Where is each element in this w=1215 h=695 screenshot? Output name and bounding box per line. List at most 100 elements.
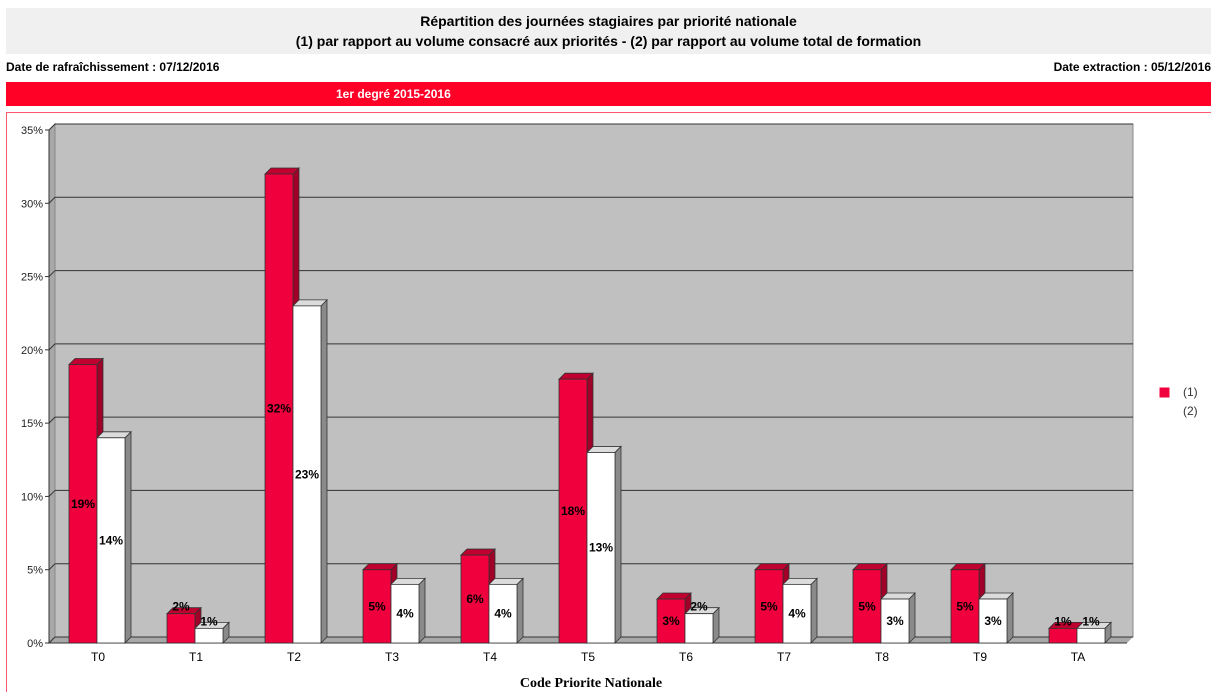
bar-front xyxy=(194,627,224,644)
bar xyxy=(390,577,426,644)
y-tick-label: 20% xyxy=(21,345,43,357)
bar xyxy=(488,577,524,644)
bar xyxy=(684,606,720,644)
bar-side xyxy=(516,577,524,644)
bar-front xyxy=(950,569,980,644)
section-bar: 1er degré 2015-2016 xyxy=(6,82,1211,106)
bar-top xyxy=(586,446,622,453)
bar-front xyxy=(292,305,322,644)
x-tick-label: T5 xyxy=(581,650,595,664)
gridline-diagonal xyxy=(48,343,56,351)
bar-top xyxy=(754,563,790,571)
date-row: Date de rafraîchissement : 07/12/2016 Da… xyxy=(6,60,1211,78)
gridline-diagonal xyxy=(48,196,56,204)
bar-top xyxy=(264,167,300,175)
bar-top xyxy=(950,563,986,571)
bar-top xyxy=(978,592,1014,600)
extraction-date: Date extraction : 05/12/2016 xyxy=(1053,60,1211,74)
data-label: 4% xyxy=(396,607,414,621)
bar xyxy=(782,577,818,644)
gridline-diagonal xyxy=(48,563,56,571)
bar-front xyxy=(852,569,882,644)
x-tick-label: T9 xyxy=(973,650,987,664)
bar-front xyxy=(488,583,518,644)
data-label: 5% xyxy=(760,599,778,613)
bar-top xyxy=(558,372,594,380)
bar-top xyxy=(880,592,916,600)
y-tick-label: 10% xyxy=(21,491,43,503)
legend-label: (2) xyxy=(1183,404,1198,418)
x-tick-label: T6 xyxy=(679,650,693,664)
bar xyxy=(880,592,916,644)
bar-top xyxy=(362,563,398,571)
data-label: 18% xyxy=(561,504,585,518)
data-label: 5% xyxy=(858,599,876,613)
bar-top xyxy=(390,577,426,585)
x-tick-label: T0 xyxy=(91,650,105,664)
data-label: 4% xyxy=(788,607,806,621)
bar-front xyxy=(68,364,98,644)
data-label: 3% xyxy=(984,614,1002,628)
gridline-diagonal xyxy=(48,636,56,644)
x-tick-label: T7 xyxy=(777,650,791,664)
data-label: 3% xyxy=(886,614,904,628)
legend-label: (1) xyxy=(1183,385,1198,399)
bar-top xyxy=(782,577,818,585)
bar-top xyxy=(656,592,692,600)
bar xyxy=(558,372,594,644)
data-label: 14% xyxy=(99,533,123,547)
bar-top xyxy=(852,563,888,571)
bar-front xyxy=(558,378,588,644)
bar-top xyxy=(68,358,104,365)
legend-swatch xyxy=(1159,406,1170,417)
x-tick-label: TA xyxy=(1071,650,1085,664)
chart-subtitle: (1) par rapport au volume consacré aux p… xyxy=(295,33,922,49)
y-tick-label: 35% xyxy=(21,125,43,137)
y-tick-label: 5% xyxy=(27,565,43,577)
data-label: 19% xyxy=(71,497,95,511)
bar-top xyxy=(96,431,132,439)
y-tick-label: 15% xyxy=(21,418,43,430)
refresh-date: Date de rafraîchissement : 07/12/2016 xyxy=(6,60,220,74)
data-label: 4% xyxy=(494,607,512,621)
gridline-diagonal xyxy=(48,490,56,497)
x-tick-label: T2 xyxy=(287,650,301,664)
bar-top xyxy=(488,577,524,585)
bar-front xyxy=(586,452,616,644)
data-label: 1% xyxy=(200,614,218,628)
bar-front xyxy=(782,583,812,644)
bar-front xyxy=(978,598,1008,644)
y-tick-label: 25% xyxy=(21,272,43,284)
data-label: 1% xyxy=(1054,614,1072,628)
data-label: 6% xyxy=(466,592,484,606)
chart-frame xyxy=(6,112,1211,692)
x-tick-label: T3 xyxy=(385,650,399,664)
bar-side xyxy=(418,577,426,644)
bar-front xyxy=(460,554,490,644)
bar-side xyxy=(124,430,132,644)
bar-front xyxy=(1048,627,1078,644)
legend-swatch xyxy=(1159,387,1170,398)
bar-front xyxy=(1076,627,1106,644)
data-label: 5% xyxy=(956,599,974,613)
chart-title: Répartition des journées stagiaires par … xyxy=(420,13,797,29)
data-label: 2% xyxy=(172,600,190,614)
bar xyxy=(292,298,328,644)
bar-front xyxy=(880,598,910,644)
data-label: 3% xyxy=(662,614,680,628)
bar-front xyxy=(264,173,294,644)
y-tick-label: 30% xyxy=(21,198,43,210)
bar-side xyxy=(908,592,916,644)
data-label: 5% xyxy=(368,599,386,613)
x-axis-title: Code Priorite Nationale xyxy=(520,676,662,691)
data-label: 13% xyxy=(589,541,613,555)
section-label: 1er degré 2015-2016 xyxy=(336,87,451,101)
chart-title-bar: Répartition des journées stagiaires par … xyxy=(6,8,1211,54)
bar xyxy=(194,621,230,644)
data-label: 2% xyxy=(690,600,708,614)
bar-front xyxy=(390,583,420,644)
bar-front xyxy=(96,437,126,644)
bar-front xyxy=(166,613,196,644)
bar-front xyxy=(656,598,686,644)
